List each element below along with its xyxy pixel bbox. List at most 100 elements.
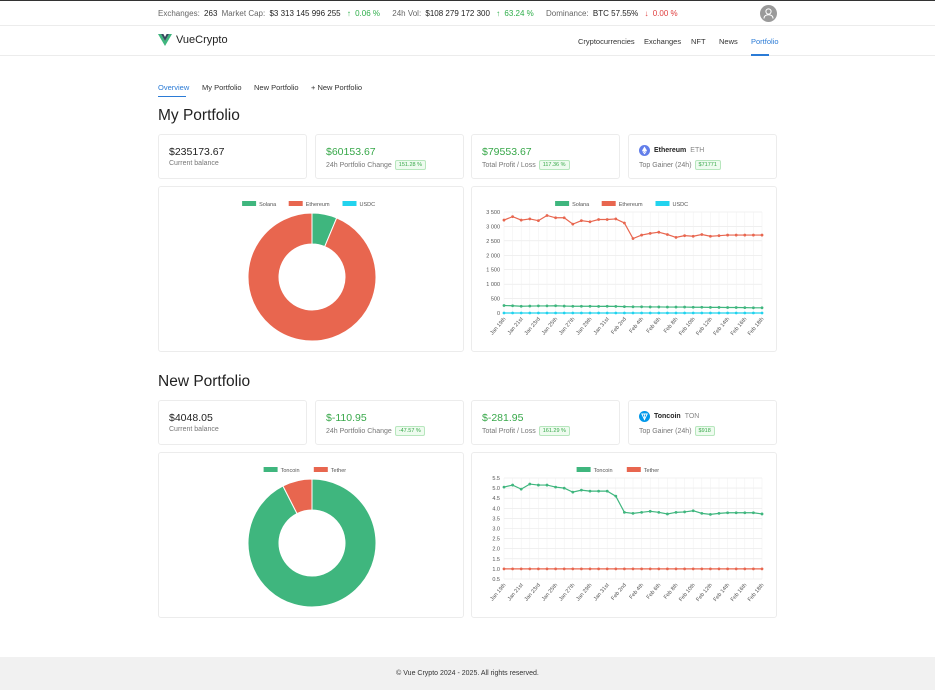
- data-point-tether: [623, 567, 626, 571]
- pie-slice-toncoin: [247, 478, 377, 608]
- brand-logo[interactable]: VueCrypto: [158, 34, 228, 46]
- x-tick-label: Feb 16th: [730, 316, 749, 336]
- brand-name: VueCrypto: [176, 34, 228, 46]
- dominance-value: BTC 57.55%: [592, 9, 639, 18]
- portfolio-title: My Portfolio: [158, 107, 240, 124]
- gainer-name: Ethereum: [654, 147, 687, 154]
- nav-news[interactable]: News: [719, 37, 738, 46]
- balance-value: $235173.67: [169, 146, 225, 158]
- y-tick-label: 3.0: [492, 527, 500, 533]
- profit-badge: 161.29 %: [538, 426, 570, 436]
- x-tick-label: Jan 27th: [558, 316, 576, 336]
- nav-exchanges[interactable]: Exchanges: [644, 37, 682, 46]
- legend-label: USDC: [360, 202, 376, 208]
- tab-new-portfolio[interactable]: New Portfolio: [254, 83, 299, 92]
- data-point-tether: [519, 567, 523, 571]
- data-point-tether: [511, 567, 514, 571]
- data-point-ethereum: [562, 216, 566, 220]
- price-line-chart: Toncoin Tether 5.5 5.0 4.5 4.0 3.5 3.0 2.5 2.0 1.5…: [489, 467, 766, 603]
- data-point-ethereum: [752, 233, 755, 237]
- y-tick-label: 4.5: [492, 496, 500, 502]
- portfolio-title: New Portfolio: [158, 373, 251, 390]
- y-tick-label: 1.5: [492, 557, 500, 563]
- data-point-ethereum: [571, 222, 575, 226]
- data-point-ethereum: [700, 233, 704, 236]
- data-point-ethereum: [511, 215, 514, 219]
- data-point-tether: [683, 567, 686, 571]
- x-tick-label: Feb 10th: [678, 582, 697, 602]
- x-tick-label: Feb 18th: [747, 316, 766, 336]
- data-point-ethereum: [519, 218, 523, 222]
- data-point-tether: [571, 567, 575, 571]
- gainer-label: Top Gainer (24h): [639, 161, 692, 169]
- data-point-toncoin: [700, 511, 704, 515]
- x-tick-label: Feb 4th: [629, 316, 646, 334]
- y-tick-label: 1 000: [486, 282, 500, 288]
- data-point-solana: [502, 304, 506, 307]
- data-point-tether: [657, 567, 661, 571]
- x-tick-label: Jan 23rd: [524, 316, 542, 336]
- y-tick-label: 4.0: [492, 506, 500, 512]
- nav-portfolio[interactable]: Portfolio: [751, 37, 779, 46]
- data-point-usdc: [588, 311, 592, 315]
- user-avatar-icon[interactable]: [760, 5, 777, 22]
- x-tick-label: Feb 6th: [646, 316, 663, 334]
- data-point-solana: [519, 304, 523, 308]
- pie-chart-card: Toncoin Tether: [158, 452, 464, 618]
- tab-overview[interactable]: Overview: [158, 83, 190, 92]
- data-point-usdc: [580, 311, 583, 315]
- nav-nft[interactable]: NFT: [691, 37, 706, 46]
- data-point-toncoin: [648, 509, 652, 513]
- x-tick-label: Feb 16th: [730, 582, 749, 602]
- data-point-usdc: [519, 311, 523, 315]
- line-chart-card: Solana Ethereum USDC 3 500 3 000 2 500 2 000 1 …: [471, 186, 777, 352]
- dominance-label: Dominance:: [545, 9, 589, 18]
- y-tick-label: 2.0: [492, 547, 500, 553]
- gainer-badge: $918: [694, 426, 715, 436]
- x-tick-label: Feb 6th: [646, 582, 663, 600]
- balance-label: Current balance: [169, 160, 219, 167]
- data-point-toncoin: [683, 510, 686, 514]
- data-point-tether: [734, 567, 738, 571]
- data-point-usdc: [743, 311, 747, 315]
- x-tick-label: Feb 18th: [747, 582, 766, 602]
- legend-swatch: [601, 201, 616, 206]
- profit-value: $-281.95: [482, 412, 524, 424]
- data-point-solana: [666, 305, 669, 309]
- data-point-tether: [597, 567, 600, 571]
- gainer-badge: $71771: [694, 160, 721, 170]
- data-point-usdc: [528, 311, 532, 315]
- tab-add-portfolio[interactable]: + New Portfolio: [311, 83, 363, 92]
- data-point-toncoin: [580, 488, 583, 492]
- data-point-toncoin: [562, 486, 566, 490]
- tab-my-portfolio[interactable]: My Portfolio: [202, 83, 242, 92]
- data-point-solana: [648, 305, 652, 309]
- data-point-usdc: [537, 311, 540, 315]
- profit-label: Total Profit / Loss: [482, 427, 536, 435]
- legend-swatch: [555, 201, 570, 206]
- data-point-ethereum: [726, 233, 729, 237]
- data-point-ethereum: [734, 233, 738, 237]
- data-point-tether: [537, 567, 540, 571]
- legend-swatch: [655, 201, 670, 206]
- data-point-tether: [614, 567, 618, 571]
- data-point-solana: [562, 304, 566, 308]
- legend-swatch: [626, 467, 641, 472]
- nav-cryptocurrencies[interactable]: Cryptocurrencies: [578, 37, 635, 46]
- arrow-down-icon: ↓: [644, 9, 649, 18]
- data-point-solana: [691, 305, 695, 309]
- data-point-ethereum: [614, 217, 618, 221]
- data-point-ethereum: [760, 233, 764, 237]
- gainer-ticker: TON: [684, 413, 700, 420]
- data-point-ethereum: [597, 218, 600, 221]
- legend-label: Toncoin: [281, 468, 300, 474]
- data-point-tether: [640, 567, 643, 571]
- balance-value: $4048.05: [169, 412, 213, 424]
- data-point-usdc: [623, 311, 626, 315]
- data-point-usdc: [597, 311, 600, 315]
- top-gainer-card: Toncoin TON Top Gainer (24h) $918: [628, 400, 777, 445]
- x-tick-label: Feb 8th: [663, 316, 680, 334]
- y-tick-label: 500: [491, 297, 500, 303]
- data-point-tether: [709, 567, 712, 571]
- arrow-up-icon: ↑: [346, 9, 351, 18]
